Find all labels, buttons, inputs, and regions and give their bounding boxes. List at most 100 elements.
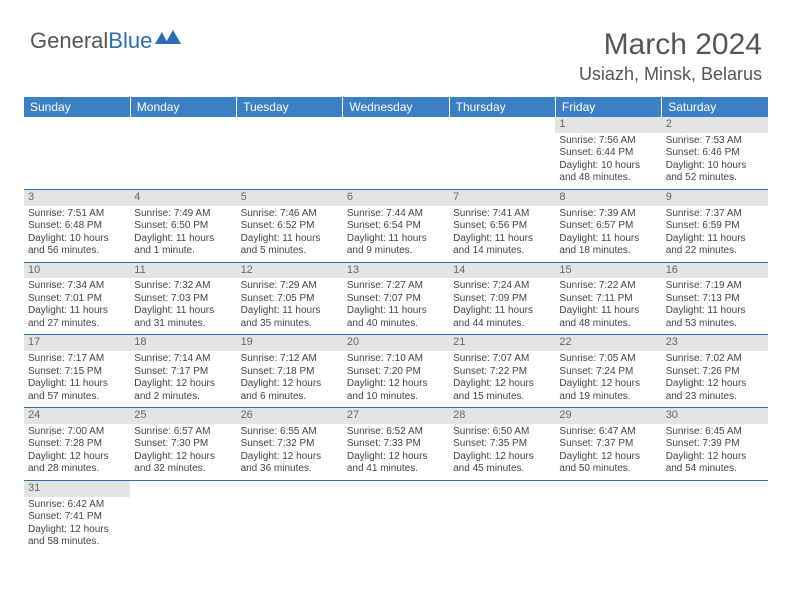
sunrise-line: Sunrise: 6:55 AM [241, 426, 339, 439]
daylight-line2: and 35 minutes. [241, 318, 339, 331]
sunrise-line: Sunrise: 7:32 AM [134, 280, 232, 293]
calendar-cell: 8Sunrise: 7:39 AMSunset: 6:57 PMDaylight… [555, 189, 661, 262]
sunrise-line: Sunrise: 7:49 AM [134, 208, 232, 221]
day-number: 25 [130, 408, 236, 424]
day-number: 20 [343, 335, 449, 351]
daylight-line1: Daylight: 11 hours [347, 305, 445, 318]
day-number: 7 [449, 190, 555, 206]
daylight-line1: Daylight: 11 hours [134, 305, 232, 318]
day-number: 15 [555, 263, 661, 279]
header: GeneralBlue March 2024 Usiazh, Minsk, Be… [0, 0, 792, 93]
sunrise-line: Sunrise: 7:37 AM [666, 208, 764, 221]
daylight-line2: and 2 minutes. [134, 391, 232, 404]
daylight-line1: Daylight: 11 hours [28, 305, 126, 318]
daylight-line2: and 48 minutes. [559, 318, 657, 331]
sunset-line: Sunset: 7:18 PM [241, 366, 339, 379]
calendar-cell: 1Sunrise: 7:56 AMSunset: 6:44 PMDaylight… [555, 117, 661, 189]
calendar-cell [24, 117, 130, 189]
daylight-line2: and 54 minutes. [666, 463, 764, 476]
flag-icon [155, 28, 181, 54]
daylight-line1: Daylight: 11 hours [241, 305, 339, 318]
daylight-line2: and 40 minutes. [347, 318, 445, 331]
sunset-line: Sunset: 6:56 PM [453, 220, 551, 233]
calendar-cell: 13Sunrise: 7:27 AMSunset: 7:07 PMDayligh… [343, 262, 449, 335]
daylight-line2: and 53 minutes. [666, 318, 764, 331]
daylight-line2: and 23 minutes. [666, 391, 764, 404]
sunset-line: Sunset: 6:50 PM [134, 220, 232, 233]
day-number: 5 [237, 190, 343, 206]
daylight-line2: and 48 minutes. [559, 172, 657, 185]
sunrise-line: Sunrise: 6:52 AM [347, 426, 445, 439]
calendar-cell: 2Sunrise: 7:53 AMSunset: 6:46 PMDaylight… [662, 117, 768, 189]
day-number: 13 [343, 263, 449, 279]
day-number: 30 [662, 408, 768, 424]
sunrise-line: Sunrise: 7:27 AM [347, 280, 445, 293]
sunrise-line: Sunrise: 7:02 AM [666, 353, 764, 366]
sunrise-line: Sunrise: 7:41 AM [453, 208, 551, 221]
calendar-cell [449, 480, 555, 552]
daylight-line1: Daylight: 12 hours [453, 451, 551, 464]
daylight-line2: and 27 minutes. [28, 318, 126, 331]
daylight-line1: Daylight: 10 hours [666, 160, 764, 173]
day-number: 29 [555, 408, 661, 424]
sunset-line: Sunset: 6:46 PM [666, 147, 764, 160]
daylight-line2: and 6 minutes. [241, 391, 339, 404]
sunrise-line: Sunrise: 7:53 AM [666, 135, 764, 148]
calendar-cell [449, 117, 555, 189]
daylight-line2: and 28 minutes. [28, 463, 126, 476]
sunrise-line: Sunrise: 7:12 AM [241, 353, 339, 366]
daylight-line2: and 10 minutes. [347, 391, 445, 404]
calendar-cell [343, 480, 449, 552]
calendar-cell [555, 480, 661, 552]
day-number: 1 [555, 117, 661, 133]
day-number: 26 [237, 408, 343, 424]
sunrise-line: Sunrise: 7:17 AM [28, 353, 126, 366]
daylight-line1: Daylight: 12 hours [559, 451, 657, 464]
daylight-line1: Daylight: 12 hours [347, 451, 445, 464]
sunrise-line: Sunrise: 7:24 AM [453, 280, 551, 293]
calendar-cell: 12Sunrise: 7:29 AMSunset: 7:05 PMDayligh… [237, 262, 343, 335]
calendar-cell: 11Sunrise: 7:32 AMSunset: 7:03 PMDayligh… [130, 262, 236, 335]
daylight-line1: Daylight: 12 hours [241, 378, 339, 391]
sunset-line: Sunset: 6:54 PM [347, 220, 445, 233]
sunrise-line: Sunrise: 7:22 AM [559, 280, 657, 293]
day-number: 6 [343, 190, 449, 206]
day-number: 23 [662, 335, 768, 351]
daylight-line1: Daylight: 11 hours [134, 233, 232, 246]
daylight-line1: Daylight: 12 hours [347, 378, 445, 391]
calendar-cell [237, 117, 343, 189]
calendar-cell: 27Sunrise: 6:52 AMSunset: 7:33 PMDayligh… [343, 408, 449, 481]
sunrise-line: Sunrise: 6:50 AM [453, 426, 551, 439]
daylight-line1: Daylight: 11 hours [453, 305, 551, 318]
day-header: Monday [130, 97, 236, 117]
sunrise-line: Sunrise: 7:51 AM [28, 208, 126, 221]
calendar-cell: 16Sunrise: 7:19 AMSunset: 7:13 PMDayligh… [662, 262, 768, 335]
sunset-line: Sunset: 7:13 PM [666, 293, 764, 306]
daylight-line1: Daylight: 12 hours [559, 378, 657, 391]
logo: GeneralBlue [30, 28, 181, 54]
day-number: 11 [130, 263, 236, 279]
calendar-cell: 18Sunrise: 7:14 AMSunset: 7:17 PMDayligh… [130, 335, 236, 408]
day-number: 4 [130, 190, 236, 206]
daylight-line2: and 44 minutes. [453, 318, 551, 331]
daylight-line1: Daylight: 10 hours [28, 233, 126, 246]
sunrise-line: Sunrise: 7:34 AM [28, 280, 126, 293]
daylight-line2: and 1 minute. [134, 245, 232, 258]
sunset-line: Sunset: 7:01 PM [28, 293, 126, 306]
calendar-cell: 30Sunrise: 6:45 AMSunset: 7:39 PMDayligh… [662, 408, 768, 481]
daylight-line1: Daylight: 12 hours [666, 451, 764, 464]
sunset-line: Sunset: 7:07 PM [347, 293, 445, 306]
day-header: Saturday [662, 97, 768, 117]
sunrise-line: Sunrise: 6:47 AM [559, 426, 657, 439]
sunrise-line: Sunrise: 7:44 AM [347, 208, 445, 221]
sunset-line: Sunset: 7:32 PM [241, 438, 339, 451]
daylight-line2: and 19 minutes. [559, 391, 657, 404]
sunrise-line: Sunrise: 6:42 AM [28, 499, 126, 512]
sunrise-line: Sunrise: 7:14 AM [134, 353, 232, 366]
calendar-cell: 21Sunrise: 7:07 AMSunset: 7:22 PMDayligh… [449, 335, 555, 408]
daylight-line2: and 15 minutes. [453, 391, 551, 404]
day-number: 27 [343, 408, 449, 424]
day-number: 21 [449, 335, 555, 351]
sunset-line: Sunset: 7:22 PM [453, 366, 551, 379]
sunset-line: Sunset: 7:35 PM [453, 438, 551, 451]
